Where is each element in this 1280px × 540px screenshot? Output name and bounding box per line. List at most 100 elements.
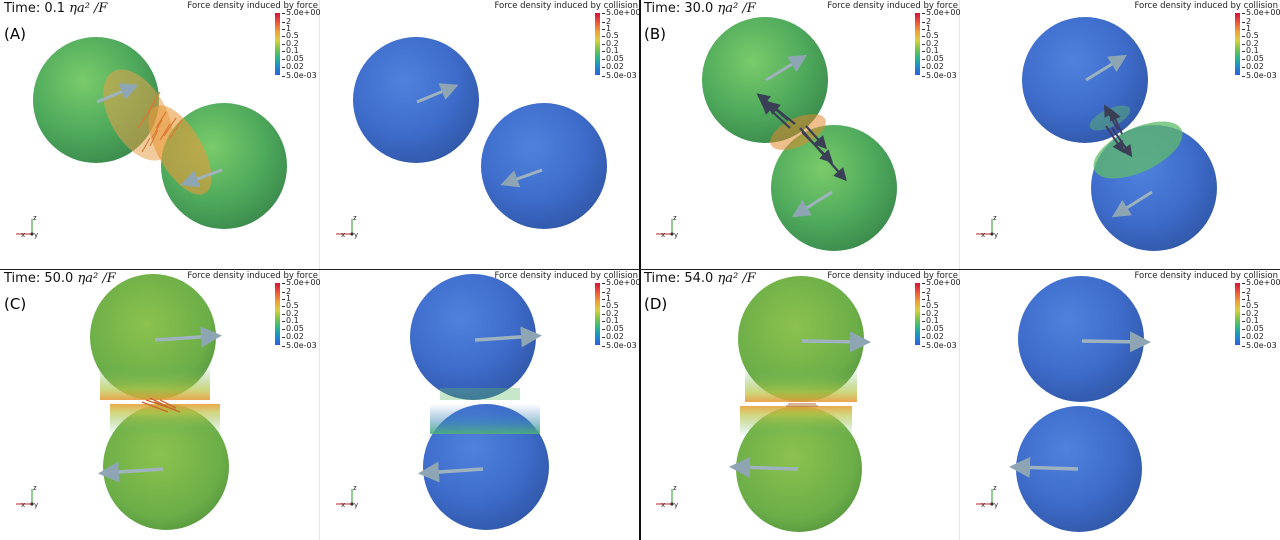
velocity-arrow bbox=[1009, 456, 1079, 478]
force-arrows bbox=[1104, 104, 1133, 158]
velocity-arrow bbox=[791, 190, 833, 218]
svg-text:y: y bbox=[354, 501, 358, 509]
colorbar-tick: 5.0e-03 bbox=[1242, 71, 1277, 80]
colorbar-tick: 5.0e+00 bbox=[282, 8, 321, 17]
colorbar bbox=[275, 13, 280, 75]
velocity-arrow bbox=[474, 326, 542, 348]
colorbar-tick: 5.0e-03 bbox=[602, 341, 637, 350]
colorbar-tick: 0.5 bbox=[922, 31, 939, 40]
colorbar-tick: 1 bbox=[281, 294, 292, 303]
colorbar-title: Force density induced by force bbox=[827, 271, 958, 281]
subpanel-divider bbox=[959, 270, 960, 540]
colorbar-tick: 0.05 bbox=[1242, 54, 1264, 63]
panel-divider-horizontal bbox=[0, 269, 1280, 270]
axes-triad: z x y bbox=[336, 484, 358, 509]
velocity-arrow bbox=[416, 83, 459, 104]
colorbar-tick: 1 bbox=[1241, 24, 1252, 33]
colorbar-tick: 2 bbox=[921, 17, 932, 26]
panel-divider-vertical bbox=[639, 0, 641, 540]
time-label: Time: 54.0 ηa² /F bbox=[644, 271, 756, 286]
colorbar-tick: 0.1 bbox=[1242, 316, 1259, 325]
force-view bbox=[33, 37, 287, 229]
colorbar-tick: 0.05 bbox=[922, 324, 944, 333]
panel-a: Time: 0.1 ηa² /F (A) Force density induc… bbox=[0, 0, 640, 270]
svg-text:x: x bbox=[981, 501, 985, 509]
time-label: Time: 0.1 ηa² /F bbox=[4, 1, 108, 16]
colorbar-tick: 0.2 bbox=[1242, 39, 1259, 48]
colorbar-tick: 5.0e-03 bbox=[602, 71, 637, 80]
colorbar-tick: 0.02 bbox=[922, 332, 944, 341]
colorbar-title: Force density induced by collision bbox=[1134, 271, 1278, 281]
subpanel-divider bbox=[319, 270, 320, 540]
colorbar-tick: 0.05 bbox=[922, 54, 944, 63]
colorbar-tick: 0.1 bbox=[922, 316, 939, 325]
colorbar-tick: 0.2 bbox=[282, 39, 299, 48]
colorbar-title: Force density induced by collision bbox=[1134, 1, 1278, 11]
svg-text:x: x bbox=[341, 231, 345, 239]
force-arrows bbox=[786, 403, 818, 407]
colorbar-tick: 5.0e-03 bbox=[922, 71, 957, 80]
velocity-arrow bbox=[1111, 190, 1153, 218]
colorbar-tick: 5.0e+00 bbox=[602, 278, 640, 287]
colorbar bbox=[915, 13, 920, 75]
colorbar-tick: 2 bbox=[601, 17, 612, 26]
colorbar-tick: 1 bbox=[921, 294, 932, 303]
colorbar-tick: 0.1 bbox=[922, 46, 939, 55]
force-arrows bbox=[756, 93, 847, 182]
velocity-arrow bbox=[765, 54, 808, 82]
colorbar-tick: 0.02 bbox=[602, 332, 624, 341]
colorbar-title: Force density induced by force bbox=[827, 1, 958, 11]
colorbar-tick: 0.02 bbox=[602, 62, 624, 71]
panel-label: (B) bbox=[644, 25, 666, 43]
colorbar-tick: 0.5 bbox=[922, 301, 939, 310]
svg-text:x: x bbox=[21, 501, 25, 509]
colorbar-tick: 0.2 bbox=[1242, 309, 1259, 318]
svg-text:y: y bbox=[34, 231, 38, 239]
colorbar-tick: 5.0e+00 bbox=[1242, 8, 1280, 17]
colorbar-tick: 0.2 bbox=[282, 309, 299, 318]
colorbar-tick: 2 bbox=[1241, 287, 1252, 296]
velocity-arrow bbox=[180, 168, 223, 188]
sphere-lower bbox=[1016, 406, 1142, 532]
colorbar-tick: 5.0e-03 bbox=[1242, 341, 1277, 350]
colorbar-tick: 0.5 bbox=[602, 31, 619, 40]
axes-triad: z x y bbox=[976, 214, 998, 239]
colorbar-tick: 0.5 bbox=[1242, 301, 1259, 310]
colorbar-tick: 1 bbox=[921, 24, 932, 33]
colorbar-tick: 2 bbox=[281, 287, 292, 296]
svg-text:z: z bbox=[353, 484, 357, 492]
colorbar-tick: 1 bbox=[1241, 294, 1252, 303]
force-view bbox=[90, 274, 229, 530]
colorbar-tick: 0.05 bbox=[1242, 324, 1264, 333]
colorbar bbox=[595, 283, 600, 345]
axes-triad: z x y bbox=[656, 214, 678, 239]
colorbar-tick: 5.0e-03 bbox=[922, 341, 957, 350]
colorbar-tick: 1 bbox=[601, 24, 612, 33]
axes-triad: z x y bbox=[16, 484, 38, 509]
panel-d: Time: 54.0 ηa² /F (D) Force density indu… bbox=[640, 270, 1280, 540]
svg-text:y: y bbox=[674, 231, 678, 239]
svg-text:x: x bbox=[981, 231, 985, 239]
velocity-arrow bbox=[154, 326, 222, 348]
colorbar-tick: 0.5 bbox=[602, 301, 619, 310]
sphere-upper bbox=[410, 274, 536, 400]
velocity-arrow bbox=[729, 456, 799, 478]
colorbar-tick: 0.05 bbox=[282, 54, 304, 63]
collision-view bbox=[410, 274, 549, 530]
colorbar-title: Force density induced by collision bbox=[494, 271, 638, 281]
panel-label: (D) bbox=[644, 295, 668, 313]
colorbar-tick: 0.02 bbox=[1242, 332, 1264, 341]
colorbar-tick: 0.1 bbox=[1242, 46, 1259, 55]
colorbar-tick: 0.5 bbox=[282, 301, 299, 310]
sphere-upper bbox=[353, 37, 479, 163]
svg-text:y: y bbox=[674, 501, 678, 509]
colorbar-tick: 0.2 bbox=[602, 39, 619, 48]
force-view bbox=[729, 276, 871, 532]
colorbar-tick: 1 bbox=[281, 24, 292, 33]
subpanel-divider bbox=[319, 0, 320, 270]
colorbar-tick: 0.02 bbox=[1242, 62, 1264, 71]
colorbar-tick: 0.1 bbox=[602, 316, 619, 325]
velocity-arrow bbox=[96, 83, 139, 104]
sphere-upper bbox=[1022, 17, 1148, 143]
svg-text:y: y bbox=[994, 501, 998, 509]
